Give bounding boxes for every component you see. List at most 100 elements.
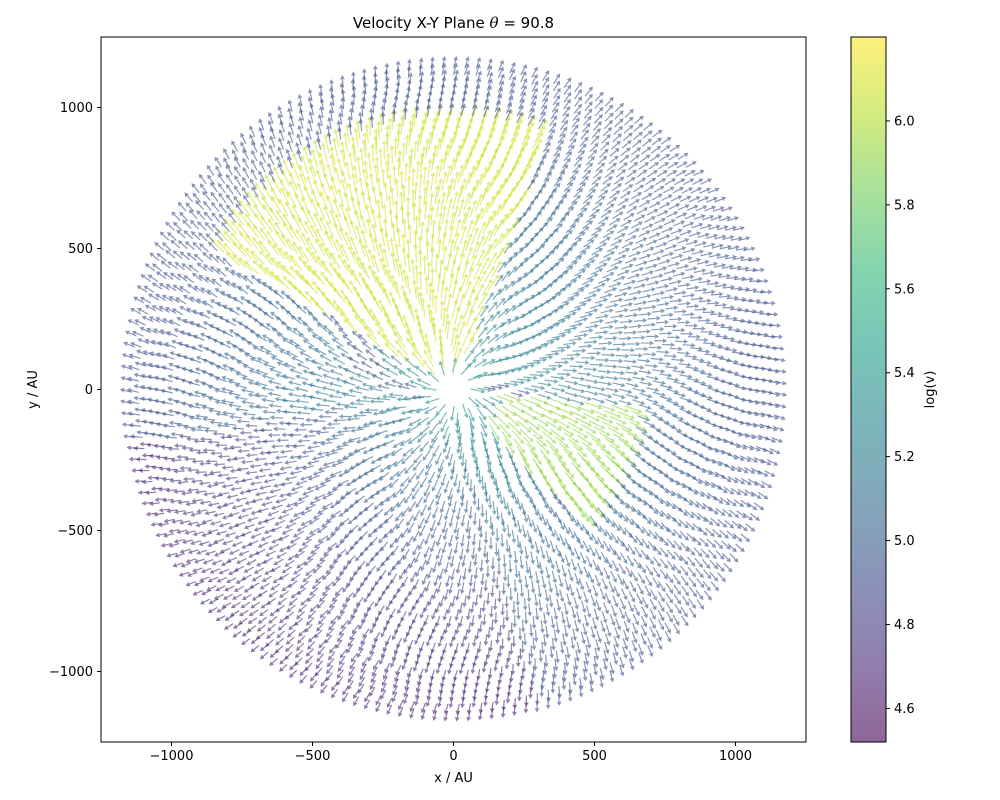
velocity-arrow [472, 338, 483, 351]
velocity-arrow [536, 369, 551, 375]
colorbar-tick-label: 4.8 [894, 618, 915, 633]
velocity-arrow [487, 301, 498, 313]
chart-title: Velocity X-Y Plane θ = 90.8 [353, 14, 554, 32]
velocity-arrow [482, 397, 496, 406]
velocity-arrow [381, 394, 397, 400]
velocity-arrow [400, 409, 415, 415]
velocity-arrow [372, 411, 387, 417]
velocity-arrow [501, 431, 513, 447]
velocity-arrow [496, 395, 515, 404]
velocity-arrow [354, 385, 370, 391]
velocity-arrow [390, 355, 402, 366]
velocity-arrow [462, 403, 469, 419]
velocity-arrow [356, 373, 370, 380]
velocity-arrow [464, 349, 475, 362]
velocity-arrow [388, 392, 404, 398]
velocity-arrow [493, 321, 506, 332]
velocity-arrow [424, 405, 438, 414]
velocity-arrow [411, 351, 425, 368]
velocity-arrow [495, 445, 503, 460]
velocity-arrow [497, 307, 509, 319]
velocity-arrow [455, 419, 460, 435]
velocity-arrow [386, 319, 398, 337]
velocity-arrow [361, 341, 372, 351]
velocity-arrow [519, 428, 534, 443]
velocity-arrow [520, 363, 536, 368]
velocity-arrow [516, 377, 532, 383]
velocity-arrow [412, 459, 422, 472]
velocity-arrow [399, 437, 412, 447]
velocity-arrow [526, 360, 542, 366]
velocity-arrow [517, 389, 531, 395]
velocity-arrow [416, 378, 431, 386]
velocity-arrow [508, 422, 522, 436]
velocity-arrow [418, 425, 430, 436]
velocity-arrow [470, 429, 476, 445]
velocity-arrow [431, 430, 440, 443]
velocity-arrow [497, 383, 510, 389]
velocity-arrow [446, 292, 453, 313]
velocity-arrow [349, 376, 363, 383]
velocity-arrow [402, 447, 414, 457]
velocity-arrow [489, 424, 500, 441]
y-tick-label: −1000 [49, 665, 93, 680]
velocity-arrow [430, 287, 436, 308]
colorbar: 4.6 4.8 5.0 5.2 5.4 5.6 5.8 6.0 log(v) [850, 36, 938, 743]
velocity-arrow [477, 470, 483, 485]
velocity-arrow [445, 446, 451, 461]
y-tick-label: 0 [85, 383, 93, 398]
velocity-arrow [529, 372, 545, 378]
velocity-arrow [397, 384, 410, 390]
velocity-arrow [429, 422, 439, 435]
velocity-arrow [454, 347, 463, 367]
velocity-arrow [435, 404, 447, 416]
velocity-arrow [365, 349, 376, 358]
velocity-arrow [440, 473, 447, 487]
velocity-arrow [452, 473, 458, 488]
velocity-arrow [404, 463, 414, 475]
velocity-arrow [465, 358, 477, 370]
velocity-arrow [406, 337, 418, 355]
velocity-arrow [533, 415, 550, 427]
velocity-arrow [416, 416, 430, 426]
velocity-arrow [378, 348, 390, 359]
velocity-arrow [383, 431, 398, 439]
velocity-arrow [368, 358, 380, 366]
velocity-arrow [372, 345, 385, 356]
velocity-arrow [449, 467, 455, 481]
velocity-arrow [467, 407, 475, 422]
velocity-arrow [443, 480, 450, 494]
velocity-arrow [503, 342, 517, 350]
x-tick-label: 500 [582, 749, 607, 764]
velocity-arrow [473, 348, 486, 359]
velocity-arrow [361, 382, 376, 389]
velocity-arrow [424, 333, 432, 353]
colorbar-gradient [851, 37, 886, 742]
velocity-arrow [487, 333, 500, 344]
velocity-arrow [349, 401, 364, 406]
velocity-arrow [424, 275, 429, 295]
x-tick-label: −1000 [150, 749, 194, 764]
velocity-arrow [542, 366, 557, 372]
velocity-arrow [513, 438, 526, 454]
velocity-arrow [435, 452, 442, 466]
velocity-arrow [460, 452, 466, 467]
velocity-arrow [402, 314, 412, 334]
velocity-arrow [539, 354, 554, 360]
velocity-arrow [438, 411, 447, 425]
velocity-arrow [442, 306, 448, 327]
velocity-arrow [413, 453, 423, 464]
velocity-arrow [378, 299, 389, 317]
velocity-arrow [369, 399, 384, 404]
velocity-arrow [489, 396, 504, 404]
velocity-arrow [437, 459, 445, 473]
velocity-arrow [491, 432, 499, 446]
velocity-arrow [440, 419, 448, 433]
velocity-arrow [366, 333, 381, 348]
velocity-arrow [443, 286, 449, 306]
velocity-arrow [422, 449, 432, 461]
velocity-arrow [480, 423, 488, 438]
velocity-arrow [510, 379, 525, 385]
y-axis: −1000 −500 0 500 1000 [49, 101, 101, 680]
velocity-arrow [507, 316, 520, 325]
